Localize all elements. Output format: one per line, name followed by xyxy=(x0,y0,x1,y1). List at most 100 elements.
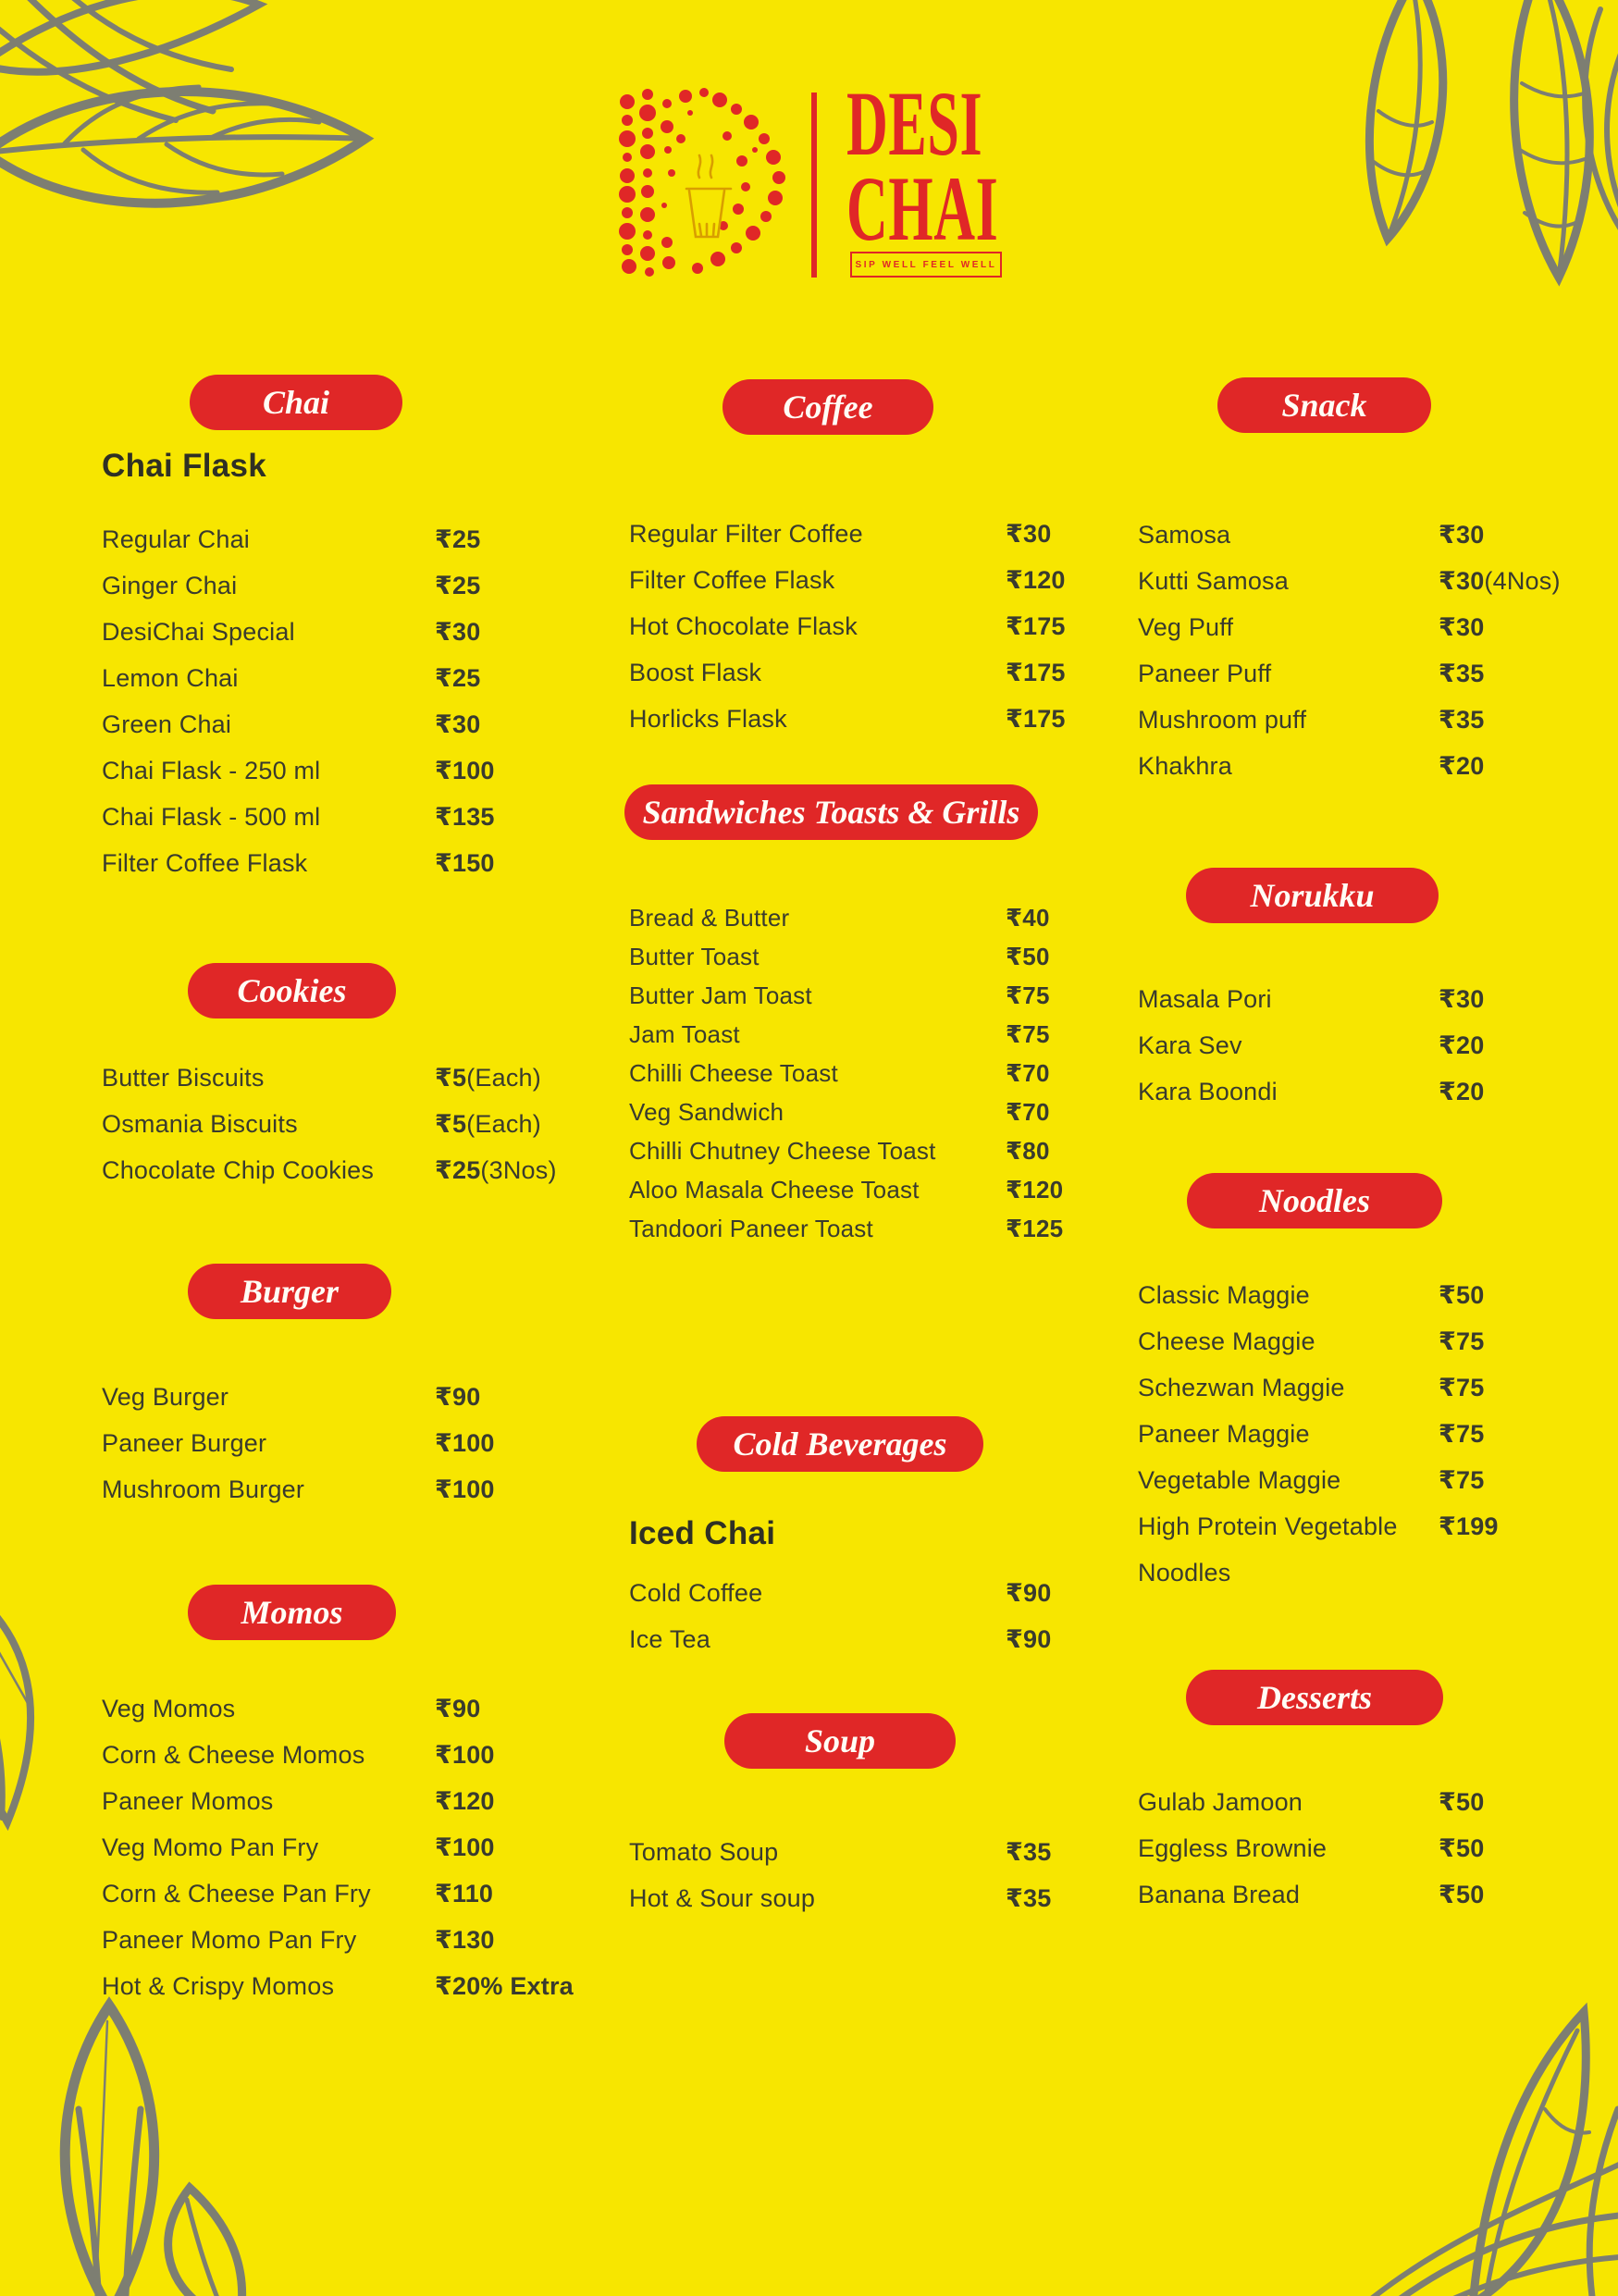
item-name: Filter Coffee Flask xyxy=(102,849,308,877)
item-name: Regular Filter Coffee xyxy=(629,520,863,548)
item-name: Jam Toast xyxy=(629,1020,740,1048)
menu-item-row: Hot & Crispy Momos ₹20% Extra xyxy=(102,1963,574,2009)
menu-item-row: Jam Toast ₹75 xyxy=(629,1015,1049,1054)
item-price: ₹20% Extra xyxy=(435,1972,574,2000)
menu-item-row: DesiChai Special ₹30 xyxy=(102,609,569,655)
item-name: Horlicks Flask xyxy=(629,705,787,733)
item-price: ₹25 xyxy=(435,525,481,553)
item-name: Mushroom puff xyxy=(1138,706,1307,734)
item-name: Regular Chai xyxy=(102,525,250,553)
item-price: ₹50 xyxy=(1006,943,1050,970)
item-price: ₹70 xyxy=(1006,1098,1050,1126)
leaf-decoration-top-right xyxy=(1365,0,1618,287)
leaf-decoration-bottom-right xyxy=(1370,2002,1618,2296)
section-pill-cookies: Cookies xyxy=(188,963,396,1018)
item-name: Chocolate Chip Cookies xyxy=(102,1156,375,1184)
item-price: ₹50 xyxy=(1439,1788,1485,1816)
item-name: Filter Coffee Flask xyxy=(629,566,835,594)
item-price: ₹25(3Nos) xyxy=(435,1156,557,1184)
brand-logo-icon xyxy=(619,88,785,277)
menu-item-row: Filter Coffee Flask ₹120 xyxy=(629,557,1065,603)
item-name: Kara Boondi xyxy=(1138,1078,1278,1105)
item-price: ₹20 xyxy=(1439,1031,1485,1059)
item-price: ₹30 xyxy=(1006,520,1052,548)
item-price: ₹90 xyxy=(1006,1625,1052,1653)
menu-list-momos: Veg Momos ₹90 Corn & Cheese Momos ₹100 Pan… xyxy=(102,1685,574,2009)
menu-item-row: Regular Chai ₹25 xyxy=(102,516,569,562)
item-price: ₹80 xyxy=(1006,1137,1050,1165)
menu-item-row: Veg Sandwich ₹70 xyxy=(629,1092,1049,1131)
menu-item-row: Mushroom puff ₹35 xyxy=(1138,697,1563,743)
menu-item-row: Filter Coffee Flask ₹150 xyxy=(102,840,569,886)
menu-item-row: Bread & Butter ₹40 xyxy=(629,898,1049,937)
item-name: Eggless Brownie xyxy=(1138,1834,1328,1862)
section-pill-chai: Chai xyxy=(190,375,402,430)
brand-tagline: SIP WELL FEEL WELL xyxy=(855,259,997,270)
section-pill-burger: Burger xyxy=(188,1264,391,1319)
item-price: ₹135 xyxy=(435,803,495,831)
item-price: ₹30 xyxy=(1439,985,1485,1013)
item-price: ₹125 xyxy=(1006,1215,1064,1242)
menu-item-row: Chai Flask - 500 ml ₹135 xyxy=(102,794,569,840)
leaf-decoration-bottom-left xyxy=(59,1996,247,2296)
item-name: Corn & Cheese Pan Fry xyxy=(102,1880,371,1907)
menu-item-row: Corn & Cheese Momos ₹100 xyxy=(102,1732,569,1778)
item-price: ₹100 xyxy=(435,757,495,784)
item-price: ₹100 xyxy=(435,1429,495,1457)
item-price: ₹100 xyxy=(435,1475,495,1503)
item-name: Classic Maggie xyxy=(1138,1281,1310,1309)
menu-item-row: Corn & Cheese Pan Fry ₹110 xyxy=(102,1870,569,1917)
subheading-iced-chai: Iced Chai xyxy=(629,1515,776,1551)
item-price: ₹35 xyxy=(1439,706,1485,734)
item-price: ₹100 xyxy=(435,1833,495,1861)
menu-item-row: Khakhra ₹20 xyxy=(1138,743,1563,789)
item-name: Tomato Soup xyxy=(629,1838,779,1866)
menu-item-row: Gulab Jamoon ₹50 xyxy=(1138,1779,1563,1825)
item-name: Paneer Momo Pan Fry xyxy=(102,1926,357,1954)
menu-item-row: Chilli Cheese Toast ₹70 xyxy=(629,1054,1049,1092)
section-pill-sandwiches: Sandwiches Toasts & Grills xyxy=(624,784,1038,840)
item-name: Corn & Cheese Momos xyxy=(102,1741,365,1769)
item-price: ₹75 xyxy=(1439,1420,1485,1448)
item-name: Bread & Butter xyxy=(629,904,790,932)
menu-item-row: Aloo Masala Cheese Toast ₹120 xyxy=(629,1170,1063,1209)
menu-item-row: Chai Flask - 250 ml ₹100 xyxy=(102,747,569,794)
item-name: Veg Momos xyxy=(102,1695,236,1722)
menu-item-row: Tandoori Paneer Toast ₹125 xyxy=(629,1209,1063,1248)
item-price: ₹120 xyxy=(435,1787,495,1815)
item-price: ₹70 xyxy=(1006,1059,1050,1087)
subheading-chai-flask: Chai Flask xyxy=(102,448,267,484)
item-price: ₹5(Each) xyxy=(435,1064,541,1092)
item-name: Hot & Crispy Momos xyxy=(102,1972,335,2000)
item-price: ₹50 xyxy=(1439,1834,1485,1862)
item-name: Paneer Burger xyxy=(102,1429,267,1457)
brand-wordmark: DESI CHAI xyxy=(846,72,998,255)
item-name: Schezwan Maggie xyxy=(1138,1374,1345,1401)
item-name: Veg Sandwich xyxy=(629,1098,784,1126)
item-name: Hot & Sour soup xyxy=(629,1884,816,1912)
menu-item-row: Vegetable Maggie ₹75 xyxy=(1138,1457,1563,1503)
menu-list-chai: Regular Chai ₹25 Ginger Chai ₹25 DesiChai … xyxy=(102,516,569,886)
menu-list-norukku: Masala Pori ₹30 Kara Sev ₹20 Kara Boondi ₹2… xyxy=(1138,976,1563,1115)
item-price: ₹30(4Nos) xyxy=(1439,567,1561,595)
item-price: ₹120 xyxy=(1006,566,1066,594)
item-name: DesiChai Special xyxy=(102,618,295,646)
menu-item-row: Chocolate Chip Cookies ₹25(3Nos) xyxy=(102,1147,569,1193)
menu-list-snack: Samosa ₹30 Kutti Samosa ₹30(4Nos) Veg Puff… xyxy=(1138,512,1563,789)
menu-item-row: Butter Toast ₹50 xyxy=(629,937,1049,976)
item-name: Masala Pori xyxy=(1138,985,1272,1013)
logo-divider-bar xyxy=(811,93,817,278)
item-name: Kara Sev xyxy=(1138,1031,1242,1059)
item-name: Paneer Maggie xyxy=(1138,1420,1310,1448)
brand-line1: DESI xyxy=(846,72,983,175)
item-name: Chai Flask - 250 ml xyxy=(102,757,321,784)
menu-item-row: Mushroom Burger ₹100 xyxy=(102,1466,569,1512)
item-name: Ice Tea xyxy=(629,1625,710,1653)
menu-item-row: Horlicks Flask ₹175 xyxy=(629,696,1065,742)
item-name: Boost Flask xyxy=(629,659,762,686)
menu-item-row: Veg Burger ₹90 xyxy=(102,1374,569,1420)
menu-item-row: Regular Filter Coffee ₹30 xyxy=(629,511,1051,557)
item-price: ₹130 xyxy=(435,1926,495,1954)
item-name: Paneer Puff xyxy=(1138,660,1272,687)
